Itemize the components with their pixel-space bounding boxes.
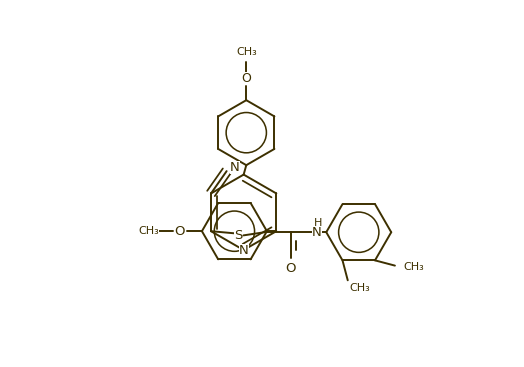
Text: CH₃: CH₃ [138,226,159,236]
Text: H: H [314,218,322,228]
Text: N: N [230,161,240,174]
Text: N: N [239,244,248,257]
Text: S: S [234,229,243,242]
Text: O: O [242,72,251,85]
Text: N: N [312,226,322,239]
Text: CH₃: CH₃ [350,283,370,292]
Text: O: O [174,225,184,238]
Text: CH₃: CH₃ [403,262,424,272]
Text: CH₃: CH₃ [236,47,257,57]
Text: O: O [286,262,296,275]
